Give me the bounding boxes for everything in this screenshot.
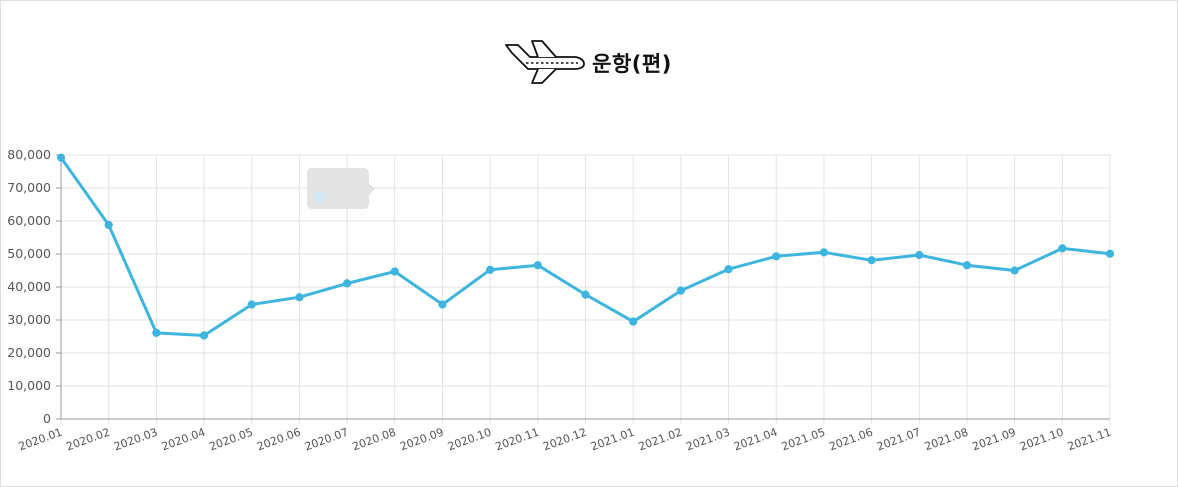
x-tick-label: 2021.03 [684, 426, 731, 454]
tooltip-color-swatch [314, 191, 326, 203]
y-tick-label: 70,000 [7, 180, 51, 195]
data-point[interactable] [724, 265, 733, 274]
series [56, 153, 1115, 340]
y-tick-label: 40,000 [7, 279, 51, 294]
data-point[interactable] [819, 248, 829, 257]
data-point[interactable] [342, 279, 352, 288]
x-tick-label: 2021.04 [732, 426, 779, 454]
data-point[interactable] [104, 220, 113, 230]
data-point[interactable] [1058, 244, 1067, 253]
data-point[interactable] [867, 256, 876, 265]
data-point[interactable] [915, 250, 924, 260]
data-point[interactable] [1105, 249, 1115, 258]
x-tick-label: 2020.04 [160, 426, 207, 454]
x-tick-label: 2021.02 [637, 426, 684, 454]
data-point[interactable] [152, 328, 161, 337]
x-tick-label: 2020.12 [541, 426, 588, 454]
x-tick-label: 2021.10 [1018, 426, 1065, 454]
data-point[interactable] [295, 293, 304, 302]
x-tick-label: 2020.07 [303, 426, 350, 454]
data-point[interactable] [581, 290, 590, 299]
y-tick-label: 20,000 [7, 345, 51, 360]
y-tick-label: 80,000 [7, 147, 51, 162]
x-axis: 2020.01 2020.02 2020.03 2020.04 2020.05 2020.… [17, 426, 1113, 454]
x-tick-label: 2020.05 [208, 426, 255, 454]
x-tick-label: 2020.09 [398, 426, 445, 454]
y-axis: 80,000 70,000 60,000 50,000 40,000 30,000 20,0… [7, 147, 51, 426]
x-tick-label: 2020.01 [17, 426, 64, 454]
y-tick-label: 50,000 [7, 246, 51, 261]
data-point[interactable] [438, 300, 447, 309]
x-tick-label: 2020.02 [65, 426, 112, 454]
x-tick-label: 2021.06 [827, 426, 874, 454]
data-point[interactable] [1010, 266, 1019, 275]
airplane-icon [505, 40, 586, 84]
y-tick-label: 30,000 [7, 312, 51, 327]
data-point[interactable] [486, 265, 495, 274]
y-tick-label: 0 [43, 411, 51, 426]
chart-title: 운항(편) [592, 52, 672, 76]
data-point[interactable] [247, 300, 256, 309]
data-point[interactable] [962, 261, 972, 270]
y-tick-label: 60,000 [7, 213, 51, 228]
data-point[interactable] [533, 261, 542, 270]
grid [56, 154, 1111, 424]
x-tick-label: 2020.03 [112, 426, 159, 454]
data-point[interactable] [676, 286, 685, 295]
chart-header: 운항(편) [0, 40, 1176, 86]
data-point[interactable] [390, 267, 399, 276]
x-tick-label: 2020.10 [446, 426, 493, 454]
data-point[interactable] [56, 153, 66, 162]
x-tick-label: 2021.05 [780, 426, 827, 454]
data-point[interactable] [199, 331, 209, 340]
x-tick-label: 2021.09 [970, 426, 1017, 454]
y-tick-label: 10,000 [7, 378, 51, 393]
x-tick-label: 2021.07 [875, 426, 922, 454]
x-tick-label: 2021.11 [1066, 426, 1113, 454]
x-tick-label: 2020.06 [255, 426, 302, 454]
x-tick-label: 2020.08 [351, 426, 398, 454]
x-tick-label: 2020.11 [494, 426, 541, 454]
data-point[interactable] [772, 252, 781, 261]
hover-tooltip [307, 168, 375, 209]
x-tick-label: 2021.08 [923, 426, 970, 454]
x-tick-label: 2021.01 [589, 426, 636, 454]
data-point[interactable] [629, 317, 638, 326]
